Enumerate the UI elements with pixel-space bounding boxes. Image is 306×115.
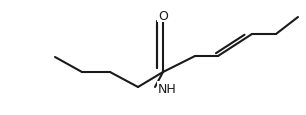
Text: NH: NH: [158, 82, 177, 95]
Text: O: O: [158, 10, 168, 23]
